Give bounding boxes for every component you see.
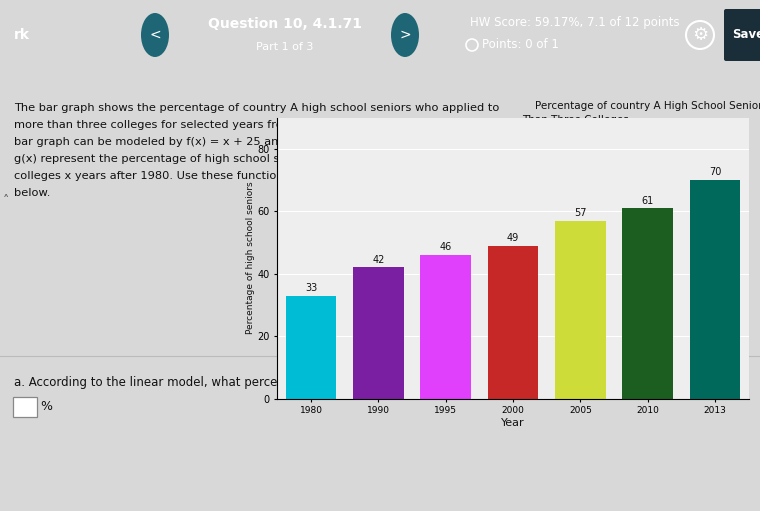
Bar [420,255,471,399]
Bar [622,208,673,399]
Bar [555,221,606,399]
Text: 42: 42 [372,255,385,265]
Text: Save: Save [732,29,760,41]
Bar [690,180,740,399]
Text: 33: 33 [305,283,317,293]
Text: , in which f(x) and: , in which f(x) and [382,136,485,147]
Text: a. According to the linear model, what percentage of high school seniors applied: a. According to the linear model, what p… [14,376,714,389]
Text: rk: rk [14,28,30,42]
Text: The bar graph shows the percentage of country A high school seniors who applied : The bar graph shows the percentage of co… [14,103,499,112]
Text: Question 10, 4.1.71: Question 10, 4.1.71 [208,17,362,31]
Text: >: > [399,28,411,42]
Text: Part 1 of 3: Part 1 of 3 [256,42,314,52]
Ellipse shape [391,13,419,57]
FancyBboxPatch shape [13,397,37,417]
Text: HW Score: 59.17%, 7.1 of 12 points: HW Score: 59.17%, 7.1 of 12 points [470,16,679,30]
Text: Points: 0 of 1: Points: 0 of 1 [482,38,559,52]
Text: below.: below. [14,188,50,198]
Text: 57: 57 [574,208,587,218]
Text: colleges x years after 1980. Use these functions to complete parts (a) through (: colleges x years after 1980. Use these f… [14,171,481,181]
FancyBboxPatch shape [724,9,760,61]
Bar [286,295,336,399]
Text: 49: 49 [507,233,519,243]
Text: ⚙: ⚙ [692,26,708,44]
Bar [488,246,538,399]
FancyBboxPatch shape [356,345,404,367]
Bar [353,267,404,399]
Text: 70: 70 [709,168,721,177]
Text: <: < [149,28,161,42]
Text: 61: 61 [641,196,654,205]
X-axis label: Year: Year [501,418,525,428]
Text: 46: 46 [439,242,451,252]
Text: • • •: • • • [368,351,392,361]
Text: Than Three Colleges: Than Three Colleges [521,114,629,125]
Text: ˄: ˄ [3,194,9,207]
Text: bar graph can be modeled by f(x) = x + 25 and g(x) = 32.7e: bar graph can be modeled by f(x) = x + 2… [14,136,361,147]
Text: Percentage of country A High School Seniors Applying to More: Percentage of country A High School Seni… [535,101,760,110]
Text: %: % [40,401,52,413]
Text: 0.0214x: 0.0214x [354,138,385,148]
Text: more than three colleges for selected years from 1980 through 2013. The data in : more than three colleges for selected ye… [14,120,502,130]
Text: g(x) represent the percentage of high school seniors who applied to more than th: g(x) represent the percentage of high sc… [14,154,499,164]
Ellipse shape [141,13,169,57]
Y-axis label: Percentage of high school seniors: Percentage of high school seniors [245,182,255,334]
